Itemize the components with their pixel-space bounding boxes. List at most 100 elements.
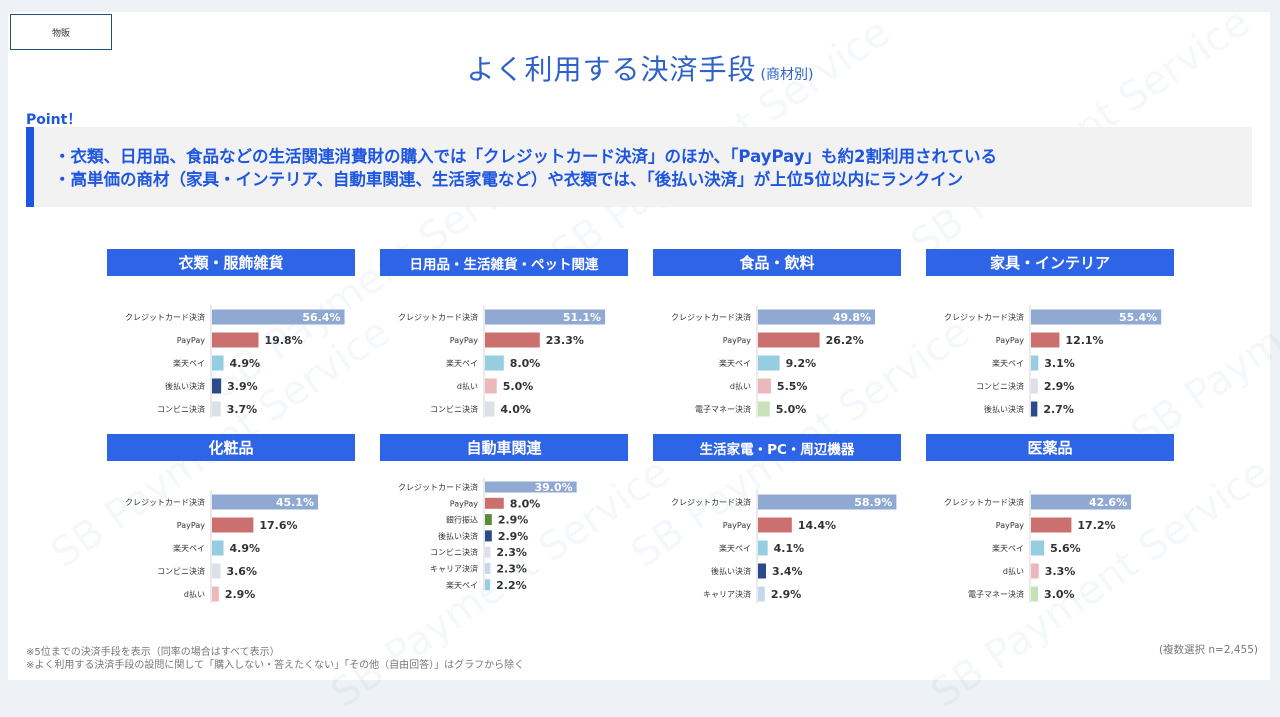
bar — [1031, 540, 1045, 556]
chart-title: 日用品・生活雑貨・ペット関連 — [380, 249, 628, 276]
bar — [212, 586, 219, 602]
category-label: 楽天ペイ — [719, 358, 751, 368]
value-label: 2.7% — [1043, 403, 1074, 416]
category-label: 後払い決済 — [165, 381, 205, 391]
bar — [485, 355, 504, 371]
sample-note: (複数選択 n=2,455) — [1158, 644, 1258, 656]
chart-panel: 生活家電・PC・周辺機器 クレジットカード決済 58.9% PayPay 14.4% 楽天… — [653, 434, 901, 621]
value-label: 2.9% — [771, 588, 802, 601]
value-label: 9.2% — [786, 357, 817, 370]
category-label: PayPay — [177, 521, 205, 530]
bar — [212, 563, 221, 579]
value-label: 5.0% — [503, 380, 534, 393]
value-label: 2.9% — [225, 588, 256, 601]
category-label: コンビニ決済 — [157, 566, 205, 576]
bar — [212, 378, 222, 394]
chart-title: 化粧品 — [107, 434, 355, 461]
category-tag: 物販 — [10, 14, 112, 50]
category-label: 後払い決済 — [984, 404, 1024, 414]
value-label: 8.0% — [510, 497, 541, 510]
bar — [1031, 309, 1162, 325]
category-label: 楽天ペイ — [719, 543, 751, 553]
chart-title: 生活家電・PC・周辺機器 — [653, 434, 901, 461]
value-label: 4.9% — [230, 357, 261, 370]
value-label: 3.3% — [1045, 565, 1076, 578]
chart-panel: 日用品・生活雑貨・ペット関連 クレジットカード決済 51.1% PayPay 23.3%… — [380, 249, 628, 436]
bar — [758, 563, 766, 579]
point-line-1: ・衣類、日用品、食品などの生活関連消費財の購入では「クレジットカード決済」のほか… — [54, 147, 997, 166]
value-label: 5.0% — [776, 403, 807, 416]
category-label: 銀行振込 — [446, 515, 478, 525]
category-label: コンビニ決済 — [430, 404, 478, 414]
bar — [212, 332, 259, 348]
value-label: 51.1% — [563, 311, 601, 324]
value-label: 49.8% — [833, 311, 871, 324]
bar — [1031, 563, 1039, 579]
chart-title: 食品・飲料 — [653, 249, 901, 276]
bar — [1031, 586, 1039, 602]
category-label: PayPay — [450, 499, 478, 508]
value-label: 3.1% — [1044, 357, 1075, 370]
category-label: 電子マネー決済 — [695, 404, 751, 414]
bar-chart-svg: クレジットカード決済 56.4% PayPay 19.8% 楽天ペイ 4.9% 後払い決済 3… — [125, 305, 345, 418]
bar — [485, 514, 492, 526]
category-label: PayPay — [996, 336, 1024, 345]
bar-chart-svg: クレジットカード決済 58.9% PayPay 14.4% 楽天ペイ 4.1% 後払い決済 3… — [671, 490, 897, 603]
value-label: 2.9% — [1044, 380, 1075, 393]
value-label: 17.2% — [1077, 519, 1115, 532]
bar-chart-svg: クレジットカード決済 49.8% PayPay 26.2% 楽天ペイ 9.2% d払い 5.5… — [671, 305, 876, 418]
value-label: 3.9% — [227, 380, 258, 393]
value-label: 12.1% — [1065, 334, 1103, 347]
value-label: 3.4% — [772, 565, 803, 578]
value-label: 2.2% — [496, 579, 527, 592]
value-label: 4.0% — [500, 403, 531, 416]
category-label: クレジットカード決済 — [944, 497, 1024, 507]
title-sub: (商材別) — [760, 67, 814, 83]
bar — [1031, 494, 1132, 510]
bar — [758, 494, 897, 510]
category-label: コンビニ決済 — [430, 547, 478, 557]
value-label: 14.4% — [798, 519, 836, 532]
value-label: 39.0% — [534, 481, 572, 494]
chart-title: 自動車関連 — [380, 434, 628, 461]
value-label: 55.4% — [1119, 311, 1157, 324]
category-label: 楽天ペイ — [173, 543, 205, 553]
bar — [485, 378, 497, 394]
footnote-2: ※よく利用する決済手段の設問に関して「購入しない・答えたくない」「その他（自由回… — [26, 660, 525, 671]
bar — [485, 309, 606, 325]
point-label: Point！ — [26, 112, 82, 128]
value-label: 5.6% — [1050, 542, 1081, 555]
category-label: クレジットカード決済 — [944, 312, 1024, 322]
bar — [758, 355, 780, 371]
value-label: 2.9% — [498, 514, 529, 527]
bar — [485, 332, 540, 348]
category-label: 楽天ペイ — [446, 580, 478, 590]
chart-title: 家具・インテリア — [926, 249, 1174, 276]
category-label: コンビニ決済 — [157, 404, 205, 414]
value-label: 26.2% — [826, 334, 864, 347]
bar — [212, 309, 345, 325]
bar — [485, 579, 491, 591]
bar — [1031, 378, 1038, 394]
chart-panel: 自動車関連 クレジットカード決済 39.0% PayPay 8.0% 銀行振込 2.9% 後払… — [380, 434, 628, 621]
value-label: 8.0% — [510, 357, 541, 370]
bar — [758, 540, 768, 556]
category-label: 楽天ペイ — [446, 358, 478, 368]
bar — [1031, 401, 1038, 417]
bar — [485, 497, 504, 509]
category-label: PayPay — [450, 336, 478, 345]
category-label: 楽天ペイ — [992, 543, 1024, 553]
value-label: 4.9% — [230, 542, 261, 555]
bar — [758, 586, 765, 602]
bar — [212, 401, 221, 417]
category-label: 後払い決済 — [438, 531, 478, 541]
bar-chart-svg: クレジットカード決済 51.1% PayPay 23.3% 楽天ペイ 8.0% d払い 5.0… — [398, 305, 606, 418]
title-main: よく利用する決済手段 — [466, 53, 757, 86]
bar — [1031, 517, 1072, 533]
category-label: d払い — [457, 381, 478, 391]
value-label: 45.1% — [276, 496, 314, 509]
value-label: 2.3% — [496, 563, 527, 576]
value-label: 3.0% — [1044, 588, 1075, 601]
value-label: 3.6% — [226, 565, 257, 578]
value-label: 2.3% — [496, 546, 527, 559]
